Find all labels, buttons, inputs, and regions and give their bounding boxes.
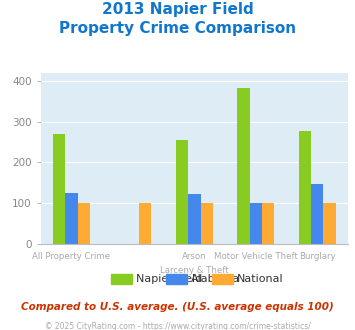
Bar xyxy=(311,184,323,244)
Text: All Property Crime: All Property Crime xyxy=(32,252,111,261)
Bar xyxy=(237,88,250,244)
Bar xyxy=(262,203,274,244)
Text: Burglary: Burglary xyxy=(299,252,335,261)
Text: Motor Vehicle Theft: Motor Vehicle Theft xyxy=(214,252,298,261)
Bar xyxy=(323,203,335,244)
Bar xyxy=(78,203,90,244)
Bar xyxy=(250,203,262,244)
Text: Larceny & Theft: Larceny & Theft xyxy=(160,266,229,275)
Text: 2013 Napier Field: 2013 Napier Field xyxy=(102,2,253,16)
Text: Arson: Arson xyxy=(182,252,207,261)
Bar xyxy=(65,193,78,244)
Bar xyxy=(188,194,201,244)
Text: Property Crime Comparison: Property Crime Comparison xyxy=(59,21,296,36)
Bar xyxy=(139,203,151,244)
Bar xyxy=(299,131,311,244)
Bar xyxy=(53,134,65,244)
Text: Compared to U.S. average. (U.S. average equals 100): Compared to U.S. average. (U.S. average … xyxy=(21,302,334,312)
Text: Napier Field: Napier Field xyxy=(136,274,202,284)
Text: National: National xyxy=(237,274,284,284)
Bar xyxy=(176,140,188,244)
Text: Alabama: Alabama xyxy=(191,274,240,284)
Bar xyxy=(201,203,213,244)
Text: © 2025 CityRating.com - https://www.cityrating.com/crime-statistics/: © 2025 CityRating.com - https://www.city… xyxy=(45,322,310,330)
